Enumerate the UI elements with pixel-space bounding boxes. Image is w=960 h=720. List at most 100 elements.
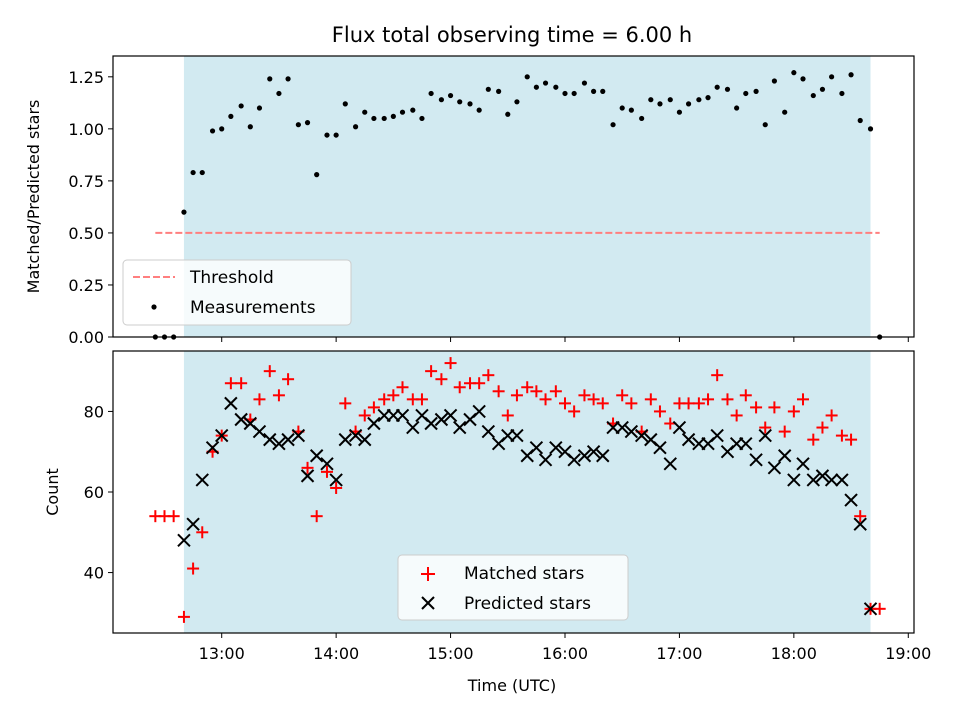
matched-star-point — [521, 381, 534, 394]
predicted-star-point — [186, 517, 200, 531]
x-tick-label: 17:00 — [656, 644, 702, 663]
predicted-star-point — [777, 449, 792, 463]
matched-star-point — [568, 405, 581, 418]
measurement-point — [428, 90, 434, 97]
measurement-point — [657, 101, 663, 107]
predicted-star-point — [596, 449, 610, 463]
top-legend-box — [122, 259, 352, 326]
top-axes-frame — [112, 55, 915, 338]
matched-star-point — [530, 385, 543, 398]
top-measurements-layer — [152, 70, 883, 340]
measurement-point — [276, 90, 282, 97]
bottom-legend: Matched stars Predicted stars — [397, 554, 629, 621]
matched-star-point — [759, 421, 772, 434]
legend-matched-label: Matched stars — [464, 564, 584, 584]
predicted-star-point — [434, 412, 449, 427]
x-tick-label: 15:00 — [428, 644, 474, 663]
predicted-star-point — [538, 453, 553, 467]
measurement-point — [724, 86, 731, 92]
predicted-star-point — [309, 449, 324, 463]
measurement-point — [314, 172, 320, 178]
top-y-tick-label: 0.00 — [68, 328, 104, 347]
matched-star-point — [378, 393, 391, 406]
predicted-star-point — [272, 436, 286, 451]
predicted-star-point — [787, 473, 801, 487]
measurement-point — [199, 169, 205, 176]
matched-star-point — [272, 389, 285, 402]
matched-star-point — [263, 365, 276, 378]
matched-star-point — [596, 397, 609, 410]
predicted-star-point — [281, 432, 295, 447]
matched-star-point — [396, 381, 409, 394]
measurement-point — [571, 90, 577, 97]
measurement-point — [209, 128, 216, 134]
measurement-point — [256, 105, 263, 111]
bottom-y-tick-label: 40 — [84, 564, 104, 583]
top-y-tick-label: 0.50 — [68, 224, 104, 243]
matched-star-point — [835, 429, 848, 442]
measurement-point — [581, 80, 588, 86]
measurement-point — [800, 76, 806, 82]
predicted-star-point — [634, 428, 649, 443]
measurement-point — [381, 115, 387, 122]
predicted-star-point — [300, 469, 315, 483]
top-y-axis-label: Matched/Predicted stars — [24, 100, 43, 294]
predicted-star-point — [824, 473, 839, 487]
measurement-point — [485, 86, 491, 92]
bottom-matched-layer — [149, 357, 886, 623]
measurement-point — [524, 74, 530, 80]
matched-star-point — [873, 602, 886, 615]
matched-star-point — [444, 357, 457, 370]
measurement-point — [762, 122, 768, 128]
matched-star-point — [224, 377, 237, 390]
matched-star-point — [358, 409, 371, 422]
predicted-star-point — [863, 602, 878, 616]
matched-star-point — [253, 393, 266, 406]
predicted-star-point — [291, 428, 306, 443]
matched-star-point — [845, 433, 858, 446]
measurement-point — [839, 90, 845, 97]
matched-star-point — [301, 461, 314, 474]
bottom-legend-box — [397, 554, 629, 621]
measurement-point — [819, 86, 826, 92]
measurement-point — [496, 88, 502, 94]
predicted-star-point — [367, 416, 381, 431]
predicted-star-point — [320, 457, 334, 471]
matched-star-point — [797, 393, 810, 406]
measurement-point — [628, 107, 634, 113]
measurement-point — [457, 99, 463, 105]
matched-star-point — [435, 373, 448, 386]
matched-star-point — [453, 381, 466, 394]
matched-star-point — [587, 393, 600, 406]
chart-title: Flux total observing time = 6.00 h — [332, 23, 692, 47]
predicted-star-point — [424, 416, 438, 431]
x-tick-label: 19:00 — [885, 644, 931, 663]
predicted-star-point — [710, 428, 724, 443]
predicted-star-point — [567, 453, 581, 467]
predicted-star-point — [749, 453, 763, 467]
predicted-star-point — [263, 432, 277, 447]
measurement-point — [181, 209, 187, 215]
predicted-star-point — [681, 432, 696, 447]
matched-star-point — [187, 562, 200, 575]
measurement-point — [771, 78, 777, 84]
measurement-point — [810, 92, 816, 99]
measurement-point — [533, 84, 539, 90]
matched-star-point — [330, 481, 343, 494]
x-tick-label: 16:00 — [542, 644, 588, 663]
matched-star-point — [167, 510, 180, 523]
matched-star-point — [473, 377, 486, 390]
measurement-point — [419, 115, 425, 122]
matched-star-point — [492, 385, 505, 398]
predicted-star-point — [586, 445, 601, 459]
predicted-star-point — [549, 440, 563, 455]
predicted-star-point — [815, 469, 830, 483]
top-ticks: 0.00 0.25 0.50 0.75 1.00 1.25 — [68, 68, 909, 347]
predicted-star-point — [338, 432, 352, 447]
matched-star-point — [854, 510, 867, 523]
predicted-star-point — [758, 428, 772, 443]
x-tick-label: 14:00 — [313, 644, 359, 663]
matched-star-point — [816, 421, 829, 434]
matched-star-point — [549, 385, 562, 398]
